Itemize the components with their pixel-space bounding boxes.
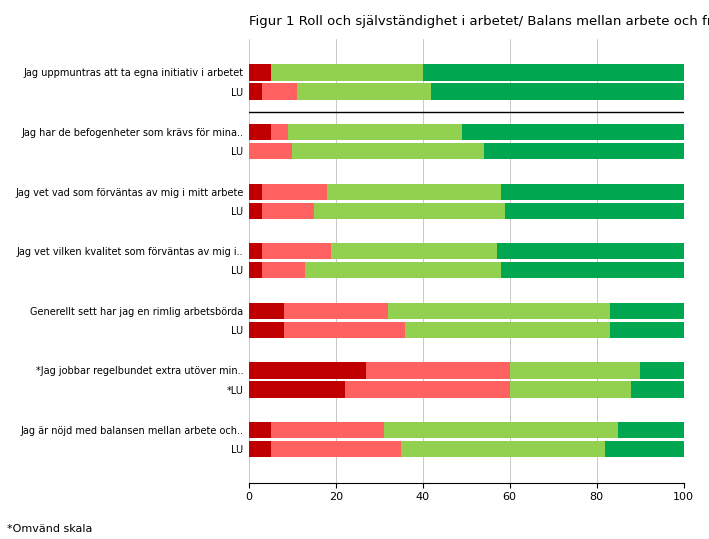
Bar xyxy=(249,64,271,80)
Bar xyxy=(249,262,262,279)
Bar xyxy=(501,262,683,279)
Bar xyxy=(510,382,631,398)
Bar xyxy=(484,143,683,159)
Bar xyxy=(640,362,683,378)
Bar xyxy=(506,203,683,219)
Bar xyxy=(249,422,271,438)
Bar xyxy=(249,362,367,378)
Bar xyxy=(610,303,683,319)
Bar xyxy=(271,64,423,80)
Bar xyxy=(510,362,640,378)
Bar xyxy=(249,184,262,200)
Bar xyxy=(327,184,501,200)
Bar xyxy=(271,124,288,140)
Bar xyxy=(249,84,262,100)
Bar xyxy=(605,441,683,457)
Bar xyxy=(496,243,683,259)
Bar xyxy=(262,184,327,200)
Bar xyxy=(332,243,496,259)
Bar xyxy=(345,382,510,398)
Bar xyxy=(249,441,271,457)
Bar xyxy=(297,84,432,100)
Bar xyxy=(284,303,388,319)
Bar xyxy=(401,441,605,457)
Bar xyxy=(262,243,332,259)
Bar xyxy=(610,322,683,338)
Bar xyxy=(249,203,262,219)
Bar xyxy=(618,422,683,438)
Bar xyxy=(367,362,510,378)
Bar xyxy=(249,124,271,140)
Bar xyxy=(262,262,306,279)
Text: *Omvänd skala: *Omvänd skala xyxy=(7,523,92,534)
Bar xyxy=(249,303,284,319)
Bar xyxy=(388,303,610,319)
Bar xyxy=(306,262,501,279)
Bar xyxy=(249,243,262,259)
Bar xyxy=(262,203,314,219)
Bar xyxy=(249,322,284,338)
Bar xyxy=(288,124,462,140)
Text: Figur 1 Roll och självständighet i arbetet/ Balans mellan arbete och fritid (LTH: Figur 1 Roll och självständighet i arbet… xyxy=(249,15,709,28)
Bar xyxy=(423,64,683,80)
Bar xyxy=(314,203,506,219)
Bar xyxy=(271,422,384,438)
Bar xyxy=(284,322,406,338)
Bar xyxy=(631,382,683,398)
Bar xyxy=(406,322,610,338)
Bar xyxy=(271,441,401,457)
Bar xyxy=(501,184,683,200)
Bar xyxy=(262,84,297,100)
Bar xyxy=(432,84,683,100)
Bar xyxy=(249,382,345,398)
Bar xyxy=(384,422,618,438)
Bar xyxy=(292,143,484,159)
Bar xyxy=(462,124,683,140)
Bar xyxy=(249,143,292,159)
